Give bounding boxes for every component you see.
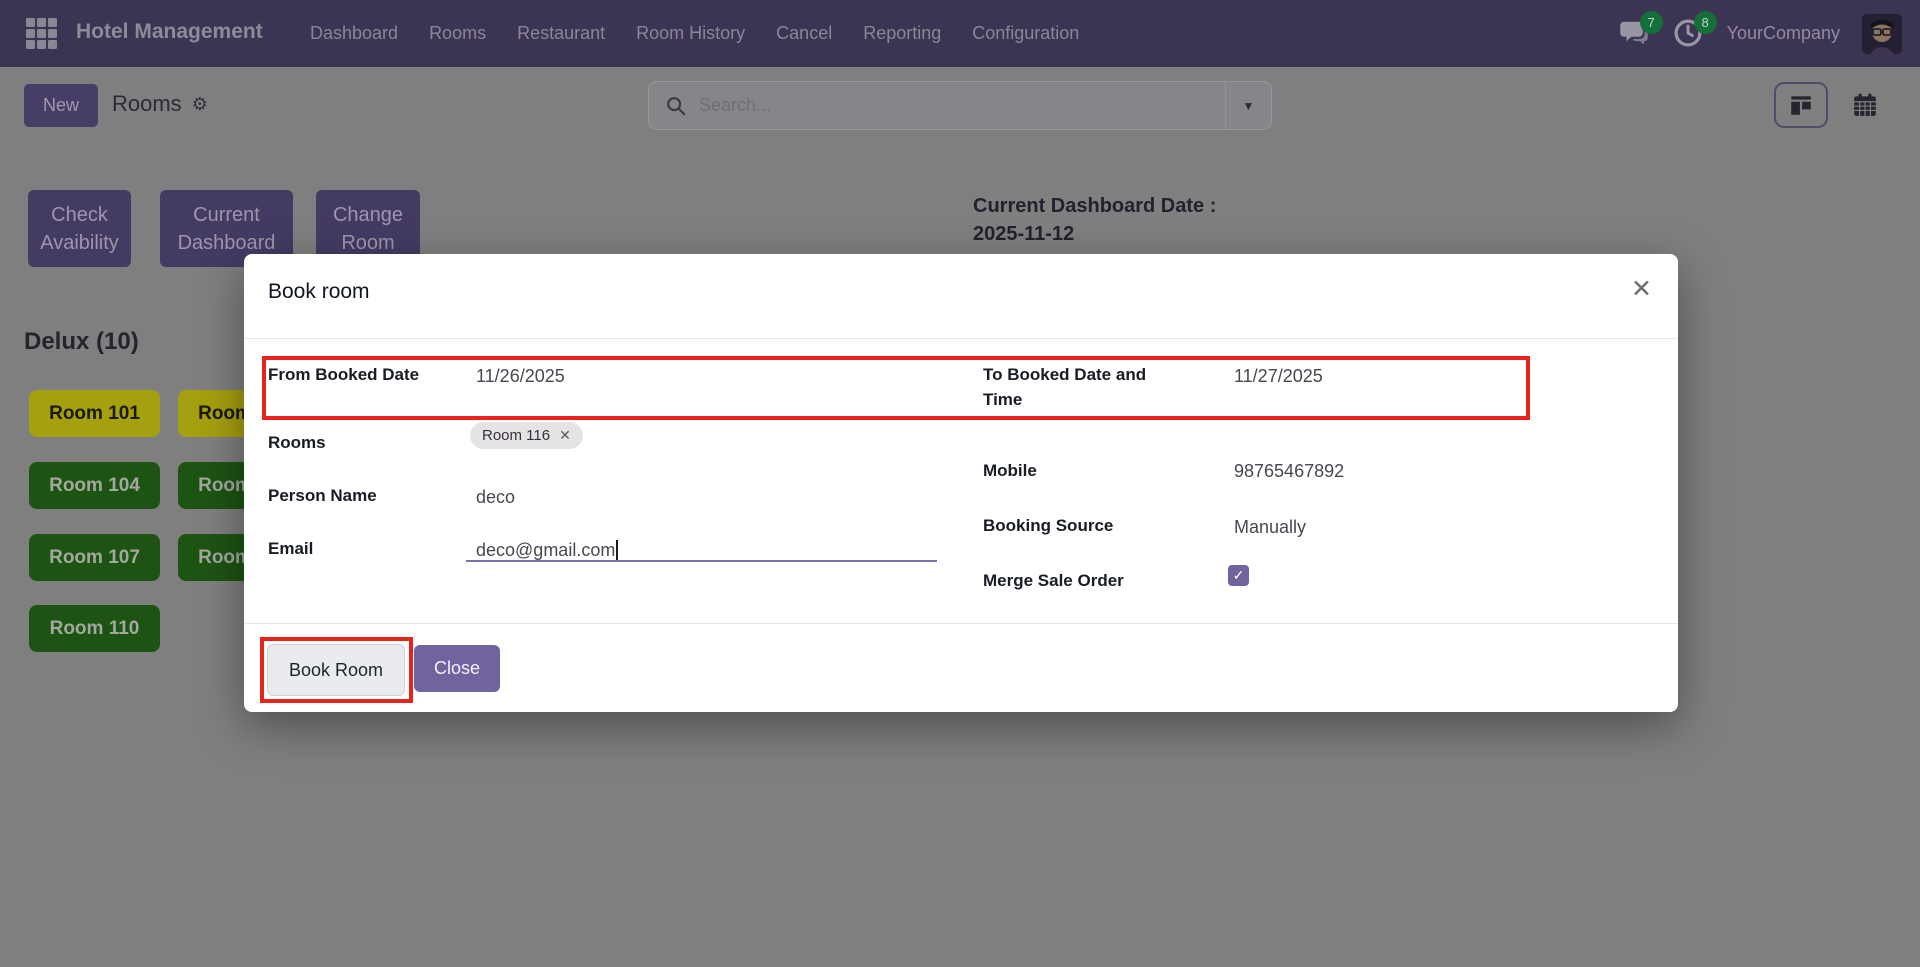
booking-source-label: Booking Source xyxy=(983,516,1114,535)
kanban-view-icon xyxy=(1791,96,1811,115)
gear-icon[interactable]: ⚙ xyxy=(191,93,208,114)
kanban-view-button[interactable] xyxy=(1774,82,1828,128)
search-bar: ▼ xyxy=(648,81,1272,130)
booking-source-select[interactable]: Manually xyxy=(1234,517,1307,537)
top-navbar: Hotel Management Dashboard Rooms Restaur… xyxy=(0,0,1920,67)
close-button[interactable]: Close xyxy=(414,645,500,692)
checkmark-icon: ✓ xyxy=(1232,567,1245,583)
breadcrumb: Rooms ⚙ xyxy=(112,91,208,117)
menu-cancel[interactable]: Cancel xyxy=(776,23,833,43)
room-tag-label: Room 116 xyxy=(482,427,551,444)
remove-tag-icon[interactable]: ✕ xyxy=(559,427,571,443)
chevron-down-icon: ▼ xyxy=(1242,98,1255,113)
room-button-101[interactable]: Room 101 xyxy=(29,390,160,437)
messages-button[interactable]: 7 xyxy=(1619,10,1663,50)
activities-button[interactable]: 8 xyxy=(1673,10,1717,50)
menu-configuration[interactable]: Configuration xyxy=(972,23,1080,43)
email-value: deco@gmail.com xyxy=(476,540,616,560)
room-category-title: Delux (10) xyxy=(24,328,139,355)
to-booked-date-input[interactable]: 11/27/2025 xyxy=(1234,366,1323,386)
mobile-label: Mobile xyxy=(983,461,1037,480)
messages-count-badge: 7 xyxy=(1639,10,1663,34)
modal-title: Book room xyxy=(268,280,370,303)
page-title: Rooms xyxy=(112,91,182,116)
room-button-107[interactable]: Room 107 xyxy=(29,534,160,581)
navbar-right: 7 8 YourCompany xyxy=(1619,0,1902,67)
menu-rooms[interactable]: Rooms xyxy=(429,23,487,43)
merge-sale-order-label: Merge Sale Order xyxy=(983,571,1124,590)
view-switcher xyxy=(1774,82,1892,128)
from-booked-date-input[interactable]: 11/26/2025 xyxy=(476,366,565,386)
email-input[interactable]: deco@gmail.com xyxy=(476,538,619,562)
room-button-110[interactable]: Room 110 xyxy=(29,605,160,652)
app-title: Hotel Management xyxy=(76,20,263,43)
user-avatar[interactable] xyxy=(1862,13,1902,54)
modal-footer-divider xyxy=(244,623,1678,624)
to-booked-date-label: To Booked Date and Time xyxy=(983,365,1147,409)
search-dropdown-toggle[interactable]: ▼ xyxy=(1225,82,1271,129)
dashboard-date-label: Current Dashboard Date : xyxy=(973,195,1217,217)
chat-bubbles-icon xyxy=(1619,21,1648,45)
avatar-image xyxy=(1862,13,1902,54)
new-button[interactable]: New xyxy=(24,84,98,127)
menu-room-history[interactable]: Room History xyxy=(636,23,746,43)
rooms-label: Rooms xyxy=(268,433,326,452)
search-input[interactable] xyxy=(699,95,1225,116)
company-switcher[interactable]: YourCompany xyxy=(1726,23,1840,43)
merge-sale-order-checkbox[interactable]: ✓ xyxy=(1228,565,1249,586)
email-label: Email xyxy=(268,539,314,558)
modal-header-divider xyxy=(244,338,1678,339)
person-name-label: Person Name xyxy=(268,486,377,505)
current-dashboard-button[interactable]: Current Dashboard xyxy=(160,190,293,267)
from-booked-date-label: From Booked Date xyxy=(268,365,420,384)
apps-grid-icon[interactable] xyxy=(26,18,58,50)
book-room-button[interactable]: Book Room xyxy=(267,644,405,696)
menu-reporting[interactable]: Reporting xyxy=(863,23,942,43)
email-input-underline xyxy=(466,560,937,562)
room-tag[interactable]: Room 116 ✕ xyxy=(470,422,583,449)
person-name-input[interactable]: deco xyxy=(476,487,516,507)
mobile-input[interactable]: 98765467892 xyxy=(1234,461,1345,481)
calendar-view-button[interactable] xyxy=(1838,82,1892,128)
check-availability-button[interactable]: Check Avaibility xyxy=(28,190,131,267)
activities-count-badge: 8 xyxy=(1693,10,1717,34)
calendar-view-icon xyxy=(1854,93,1876,116)
menu-dashboard[interactable]: Dashboard xyxy=(310,23,399,43)
text-cursor xyxy=(616,540,619,560)
book-room-modal: Book room ✕ From Booked Date 11/26/2025 … xyxy=(244,254,1678,712)
dashboard-date-value: 2025-11-12 xyxy=(973,223,1075,245)
search-icon xyxy=(667,96,686,115)
main-menu: Dashboard Rooms Restaurant Room History … xyxy=(310,0,1079,67)
menu-restaurant[interactable]: Restaurant xyxy=(517,23,606,43)
close-icon[interactable]: ✕ xyxy=(1631,275,1652,303)
current-dashboard-date: Current Dashboard Date : 2025-11-12 xyxy=(973,192,1216,248)
room-button-104[interactable]: Room 104 xyxy=(29,462,160,509)
